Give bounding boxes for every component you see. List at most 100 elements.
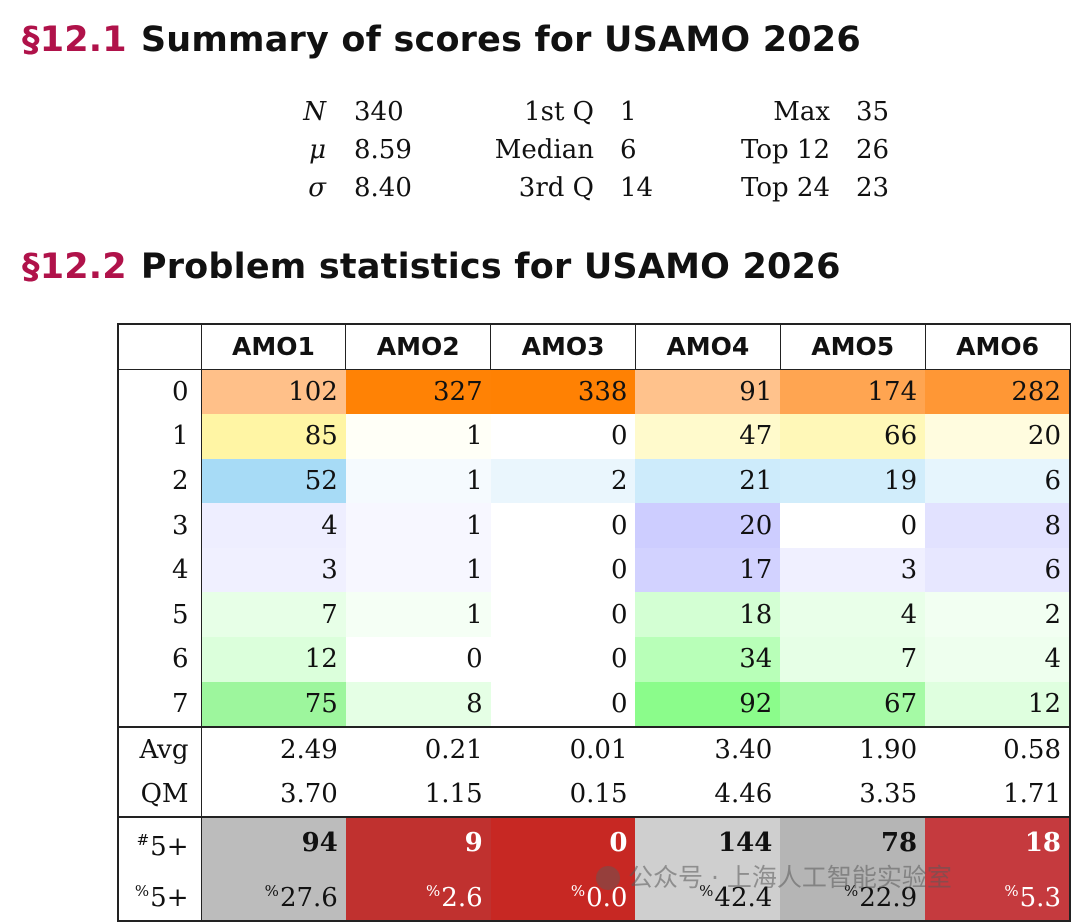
row-label: 4 — [117, 547, 202, 593]
row-label: #5+ — [117, 815, 202, 869]
score-count-cell: 1 — [345, 547, 491, 593]
score-count-cell: 338 — [490, 369, 636, 415]
problem-stats-table: AMO1 AMO2 AMO3 AMO4 AMO5 AMO6 0 102 327 338… — [117, 323, 1071, 922]
column-header: AMO3 — [490, 323, 636, 370]
score-count-cell: 0 — [490, 637, 636, 682]
score-count-cell: 6 — [925, 458, 1071, 504]
percent-sign: % — [264, 881, 279, 900]
summary-value: 8.40 — [354, 173, 412, 203]
score-count-cell: 6 — [925, 547, 1071, 593]
avg-cell: 0.21 — [345, 725, 491, 772]
score-count-cell: 20 — [635, 503, 781, 548]
avg-cell: 0.01 — [490, 725, 636, 772]
summary-label: σ — [308, 173, 326, 203]
percent-value: 2.6 — [441, 882, 483, 913]
percent-cell: %22.9 — [780, 868, 926, 922]
score-count-cell: 7 — [201, 592, 346, 638]
score-count-cell: 21 — [635, 458, 781, 504]
percent-value: 42.4 — [714, 882, 773, 913]
summary-value: 14 — [620, 173, 654, 203]
section-heading-problems: §12.2 Problem statistics for USAMO 2026 — [22, 247, 841, 287]
row-label: Avg — [117, 725, 202, 772]
score-row: 1 85 1 0 47 66 20 — [117, 414, 1071, 459]
score-count-cell: 34 — [635, 637, 781, 682]
score-count-cell: 1 — [345, 414, 491, 459]
section-heading-summary: §12.1 Summary of scores for USAMO 2026 — [22, 20, 861, 60]
percent-cell: %5.3 — [925, 868, 1071, 922]
score-row: 5 7 1 0 18 4 2 — [117, 592, 1071, 638]
avg-cell: 2.49 — [201, 725, 346, 772]
score-count-cell: 174 — [780, 369, 926, 415]
count-5plus-row: #5+ 94 9 0 144 78 18 — [117, 815, 1071, 869]
score-row: 4 3 1 0 17 3 6 — [117, 547, 1071, 593]
score-count-cell: 4 — [201, 503, 346, 548]
score-count-cell: 1 — [345, 503, 491, 548]
percent-value: 5.3 — [1019, 882, 1061, 913]
summary-value: 8.59 — [354, 135, 412, 165]
score-count-cell: 1 — [345, 458, 491, 504]
percent-sign: % — [699, 881, 714, 900]
score-count-cell: 7 — [780, 637, 926, 682]
summary-label: Top 24 — [741, 173, 830, 203]
score-count-cell: 19 — [780, 458, 926, 504]
score-row: 0 102 327 338 91 174 282 — [117, 369, 1071, 415]
percent-sign: % — [1004, 881, 1019, 900]
summary-value: 340 — [354, 97, 404, 127]
section-title: Problem statistics for USAMO 2026 — [140, 247, 841, 287]
summary-value: 6 — [620, 135, 637, 165]
column-header: AMO6 — [924, 323, 1071, 370]
row-label: QM — [117, 771, 202, 817]
score-count-cell: 4 — [780, 592, 926, 638]
score-count-cell: 282 — [925, 369, 1071, 415]
column-header: AMO1 — [200, 323, 347, 370]
row-label-sup: # — [136, 830, 150, 849]
avg-cell: 1.90 — [780, 725, 926, 772]
percent-value: 27.6 — [279, 882, 338, 913]
column-header: AMO5 — [779, 323, 926, 370]
row-label-sup: % — [134, 881, 150, 900]
row-label: 5 — [117, 592, 202, 638]
percent-sign: % — [843, 881, 859, 900]
score-count-cell: 3 — [780, 547, 926, 593]
score-count-cell: 2 — [925, 592, 1071, 638]
score-count-cell: 12 — [201, 637, 346, 682]
row-label: 1 — [117, 414, 202, 459]
summary-label: Max — [773, 97, 830, 127]
watermark: 公众号 · 上海人工智能实验室 — [596, 858, 952, 894]
summary-col2: 1st Q 1 Median 6 3rd Q 14 — [470, 93, 653, 207]
score-row: 7 75 8 0 92 67 12 — [117, 681, 1071, 727]
percent-cell: %27.6 — [201, 868, 346, 922]
score-count-cell: 8 — [345, 681, 491, 727]
header-row: AMO1 AMO2 AMO3 AMO4 AMO5 AMO6 — [117, 323, 1071, 370]
score-count-cell: 2 — [490, 458, 636, 504]
percent-cell: %2.6 — [345, 868, 491, 922]
summary-label: 1st Q — [524, 97, 594, 127]
summary-col3: Max 35 Top 12 26 Top 24 23 — [720, 93, 889, 207]
score-count-cell: 91 — [635, 369, 781, 415]
summary-value: 26 — [856, 135, 890, 165]
avg-row: Avg 2.49 0.21 0.01 3.40 1.90 0.58 — [117, 725, 1071, 772]
column-header: AMO2 — [345, 323, 492, 370]
count-cell: 94 — [201, 815, 346, 869]
percent-sign: % — [426, 881, 441, 900]
score-count-cell: 52 — [201, 458, 346, 504]
score-count-cell: 47 — [635, 414, 781, 459]
score-row: 6 12 0 0 34 7 4 — [117, 637, 1071, 682]
summary-label: N — [303, 97, 326, 127]
score-count-cell: 1 — [345, 592, 491, 638]
row-label: 7 — [117, 681, 202, 727]
qm-cell: 3.70 — [279, 778, 338, 809]
score-row: 2 52 1 2 21 19 6 — [117, 458, 1071, 504]
score-row: 3 4 1 0 20 0 8 — [117, 503, 1071, 548]
qm-row: QM 3.70 1.15 0.15 4.46 3.35 1.71 — [117, 771, 1071, 817]
percent-value: 22.9 — [859, 882, 918, 913]
percent-cell: %0.0 — [490, 868, 636, 922]
summary-col1: N 340 μ 8.59 σ 8.40 — [290, 93, 412, 207]
summary-label: Top 12 — [741, 135, 830, 165]
section-title: Summary of scores for USAMO 2026 — [140, 20, 861, 60]
summary-label: Median — [494, 135, 594, 165]
summary-value: 35 — [856, 97, 890, 127]
percent-value: 0.0 — [586, 882, 628, 913]
score-count-cell: 0 — [490, 547, 636, 593]
summary-value: 1 — [620, 97, 637, 127]
